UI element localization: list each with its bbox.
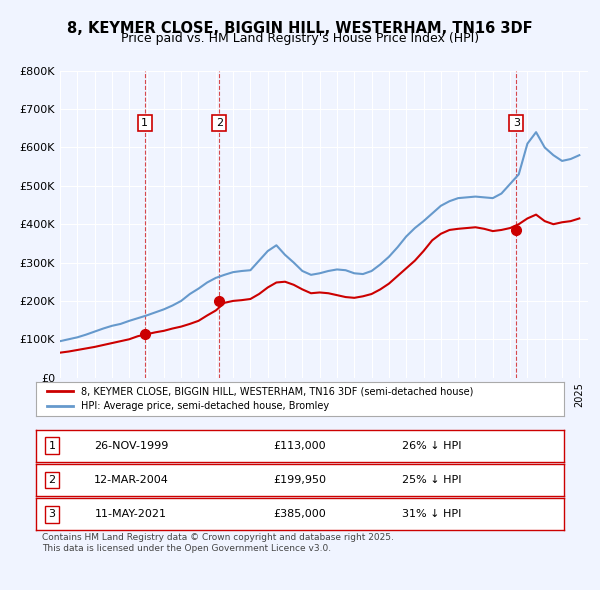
Text: £113,000: £113,000 xyxy=(274,441,326,451)
Text: 3: 3 xyxy=(513,118,520,128)
Text: £385,000: £385,000 xyxy=(274,509,326,519)
Text: 26% ↓ HPI: 26% ↓ HPI xyxy=(402,441,462,451)
Text: 12-MAR-2004: 12-MAR-2004 xyxy=(94,475,169,485)
Text: 31% ↓ HPI: 31% ↓ HPI xyxy=(403,509,461,519)
Text: 1: 1 xyxy=(142,118,148,128)
Text: HPI: Average price, semi-detached house, Bromley: HPI: Average price, semi-detached house,… xyxy=(81,401,329,411)
Text: Price paid vs. HM Land Registry's House Price Index (HPI): Price paid vs. HM Land Registry's House … xyxy=(121,32,479,45)
Text: 8, KEYMER CLOSE, BIGGIN HILL, WESTERHAM, TN16 3DF (semi-detached house): 8, KEYMER CLOSE, BIGGIN HILL, WESTERHAM,… xyxy=(81,386,473,396)
Text: 2: 2 xyxy=(48,475,55,485)
Text: Contains HM Land Registry data © Crown copyright and database right 2025.
This d: Contains HM Land Registry data © Crown c… xyxy=(42,533,394,553)
Text: 2: 2 xyxy=(216,118,223,128)
Text: £199,950: £199,950 xyxy=(274,475,326,485)
Text: 26-NOV-1999: 26-NOV-1999 xyxy=(94,441,168,451)
Text: 25% ↓ HPI: 25% ↓ HPI xyxy=(402,475,462,485)
Text: 8, KEYMER CLOSE, BIGGIN HILL, WESTERHAM, TN16 3DF: 8, KEYMER CLOSE, BIGGIN HILL, WESTERHAM,… xyxy=(67,21,533,35)
Text: 11-MAY-2021: 11-MAY-2021 xyxy=(95,509,167,519)
Text: 3: 3 xyxy=(49,509,55,519)
Text: 1: 1 xyxy=(49,441,55,451)
